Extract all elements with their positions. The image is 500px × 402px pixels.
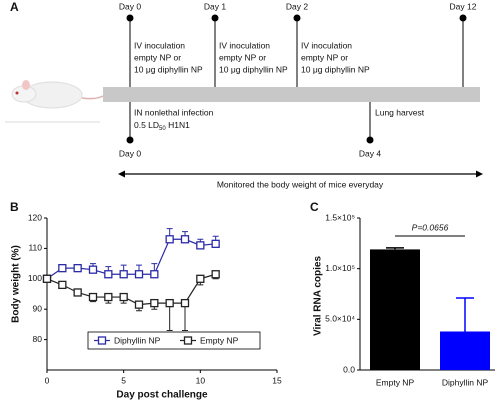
point	[134, 270, 144, 279]
panel-label: B	[10, 200, 19, 214]
infection-note: IN nonlethal infection	[134, 107, 214, 117]
day-label: Day 0	[119, 1, 141, 11]
legend-label: Diphyllin NP	[114, 335, 161, 345]
inoculation-note: 10 μg diphyllin NP	[219, 64, 288, 74]
series-line	[46, 238, 216, 280]
timeline-dot	[366, 136, 374, 144]
y-tick-label: 80	[33, 334, 43, 344]
inoculation-note: empty NP or	[134, 52, 181, 62]
p-value: P=0.0656	[412, 222, 449, 232]
x-axis-label: Day post challenge	[116, 390, 208, 401]
day-label: Day 2	[286, 1, 308, 11]
y-tick-label: 1.0×10⁵	[325, 263, 355, 273]
panel-label: A	[10, 0, 19, 14]
point	[180, 235, 190, 244]
point	[73, 288, 82, 297]
x-tick-label: Diphyllin NP	[442, 377, 489, 387]
legend-label: Empty NP	[200, 335, 239, 345]
point	[180, 298, 190, 308]
point	[42, 274, 52, 283]
point	[104, 292, 113, 302]
y-tick-label: 100	[28, 273, 42, 283]
point	[73, 264, 82, 273]
point	[150, 298, 159, 308]
timeline-dot	[293, 14, 301, 22]
y-axis-label: Viral RNA copies	[313, 256, 324, 336]
point	[165, 298, 174, 308]
dose-part: 50	[159, 126, 166, 132]
legend-marker	[97, 336, 107, 345]
point	[58, 264, 67, 273]
error-bar	[386, 247, 404, 250]
y-tick-label: 5.0×10⁴	[325, 314, 355, 324]
bar	[440, 331, 490, 370]
inoculation-note: empty NP or	[219, 52, 266, 62]
inoculation-note: 10 μg diphyllin NP	[301, 64, 370, 74]
inoculation-note: IV inoculation	[134, 40, 185, 50]
point	[119, 270, 128, 279]
bar	[370, 249, 420, 370]
inoculation-note: IV inoculation	[301, 40, 352, 50]
legend-marker	[183, 336, 193, 345]
arrow-head	[476, 170, 483, 178]
point	[211, 239, 220, 248]
arrow-head	[118, 170, 125, 178]
day-label: Day 4	[359, 148, 381, 158]
panel-label: C	[310, 200, 319, 214]
point	[196, 241, 205, 250]
x-tick-label: 0	[45, 375, 50, 385]
day-label: Day 1	[204, 1, 226, 11]
y-tick-label: 90	[33, 303, 43, 313]
error-bar	[182, 303, 188, 331]
dose-part: H1N1	[166, 120, 190, 130]
point	[58, 280, 67, 290]
day-label: Day 12	[450, 1, 477, 11]
y-tick-label: 120	[28, 212, 42, 222]
legend-box	[87, 331, 261, 350]
point	[196, 274, 205, 283]
point	[211, 270, 220, 279]
point	[104, 270, 113, 279]
dose-part: 0.5 LD	[134, 120, 159, 130]
timeline-dot	[211, 14, 219, 22]
y-tick-label: 1.5×10⁵	[325, 212, 355, 222]
harvest-note: Lung harvest	[375, 107, 425, 117]
x-tick-label: 10	[196, 375, 206, 385]
inoculation-note: empty NP or	[301, 52, 348, 62]
timeline-dot	[459, 14, 467, 22]
timeline-dot	[126, 136, 134, 144]
x-tick-label: 5	[121, 375, 126, 385]
mouse-illustration	[5, 80, 104, 123]
x-tick-label: 15	[272, 375, 282, 385]
y-tick-label: 0.0	[343, 364, 355, 374]
point	[119, 292, 128, 302]
timeline-dot	[126, 14, 134, 22]
monitor-note: Monitored the body weight of mice everyd…	[217, 179, 384, 189]
point	[88, 265, 98, 274]
infection-dose: 0.5 LD50 H1N1	[134, 120, 190, 131]
point	[88, 292, 98, 302]
inoculation-note: 10 μg diphyllin NP	[134, 64, 203, 74]
timeline-bar	[103, 87, 480, 102]
point	[134, 300, 144, 309]
point	[150, 270, 159, 279]
point	[165, 235, 174, 244]
inoculation-note: IV inoculation	[219, 40, 270, 50]
y-tick-label: 110	[28, 243, 42, 253]
x-tick-label: Empty NP	[376, 377, 415, 387]
series-line	[46, 273, 216, 306]
y-axis-label: Body weight (%)	[11, 245, 22, 323]
error-bar	[456, 297, 474, 332]
day-label: Day 0	[119, 148, 141, 158]
error-bar	[166, 303, 173, 331]
